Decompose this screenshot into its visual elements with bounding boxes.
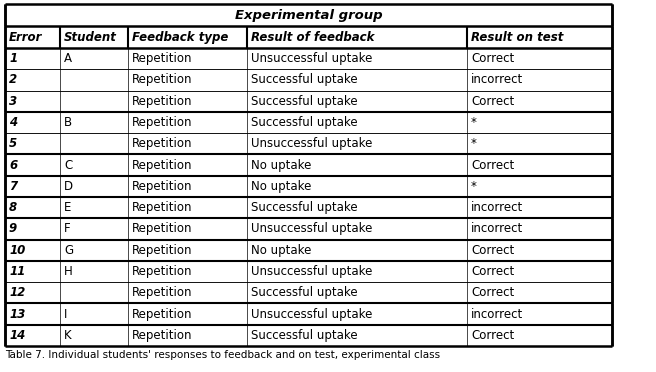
Text: Repetition: Repetition: [132, 286, 192, 299]
Text: 4: 4: [9, 116, 17, 129]
Text: Unsuccessful uptake: Unsuccessful uptake: [251, 222, 373, 235]
Text: Unsuccessful uptake: Unsuccessful uptake: [251, 308, 373, 321]
Text: Table 7. Individual students' responses to feedback and on test, experimental cl: Table 7. Individual students' responses …: [5, 350, 440, 360]
Text: 10: 10: [9, 244, 25, 257]
Text: Correct: Correct: [471, 244, 514, 257]
Text: K: K: [64, 329, 72, 342]
Text: B: B: [64, 116, 72, 129]
Text: Repetition: Repetition: [132, 73, 192, 86]
Text: D: D: [64, 180, 73, 193]
Text: Successful uptake: Successful uptake: [251, 201, 358, 214]
Text: H: H: [64, 265, 73, 278]
Text: Repetition: Repetition: [132, 137, 192, 150]
Text: 6: 6: [9, 158, 17, 171]
Text: E: E: [64, 201, 72, 214]
Text: *: *: [471, 180, 477, 193]
Text: Repetition: Repetition: [132, 116, 192, 129]
Text: No uptake: No uptake: [251, 180, 312, 193]
Text: Error: Error: [9, 31, 43, 44]
Text: 14: 14: [9, 329, 25, 342]
Text: Repetition: Repetition: [132, 222, 192, 235]
Text: Repetition: Repetition: [132, 52, 192, 65]
Text: 1: 1: [9, 52, 17, 65]
Text: incorrect: incorrect: [471, 201, 523, 214]
Text: Successful uptake: Successful uptake: [251, 116, 358, 129]
Text: incorrect: incorrect: [471, 308, 523, 321]
Text: Result of feedback: Result of feedback: [251, 31, 375, 44]
Text: 5: 5: [9, 137, 17, 150]
Text: Repetition: Repetition: [132, 265, 192, 278]
Text: *: *: [471, 137, 477, 150]
Text: 2: 2: [9, 73, 17, 86]
Text: No uptake: No uptake: [251, 244, 312, 257]
Text: Unsuccessful uptake: Unsuccessful uptake: [251, 265, 373, 278]
Text: Feedback type: Feedback type: [132, 31, 228, 44]
Text: Correct: Correct: [471, 286, 514, 299]
Text: 9: 9: [9, 222, 17, 235]
Text: 3: 3: [9, 95, 17, 108]
Text: Correct: Correct: [471, 329, 514, 342]
Text: Repetition: Repetition: [132, 158, 192, 171]
Text: A: A: [64, 52, 72, 65]
Text: Correct: Correct: [471, 52, 514, 65]
Text: Successful uptake: Successful uptake: [251, 95, 358, 108]
Text: Repetition: Repetition: [132, 329, 192, 342]
Text: Result on test: Result on test: [471, 31, 564, 44]
Text: Successful uptake: Successful uptake: [251, 286, 358, 299]
Text: I: I: [64, 308, 68, 321]
Text: 13: 13: [9, 308, 25, 321]
Text: Unsuccessful uptake: Unsuccessful uptake: [251, 52, 373, 65]
Text: incorrect: incorrect: [471, 222, 523, 235]
Text: 8: 8: [9, 201, 17, 214]
Text: F: F: [64, 222, 71, 235]
Text: Repetition: Repetition: [132, 201, 192, 214]
Text: Student: Student: [64, 31, 117, 44]
Text: incorrect: incorrect: [471, 73, 523, 86]
Text: Repetition: Repetition: [132, 180, 192, 193]
Text: Correct: Correct: [471, 265, 514, 278]
Text: 12: 12: [9, 286, 25, 299]
Text: Correct: Correct: [471, 158, 514, 171]
Text: G: G: [64, 244, 73, 257]
Text: No uptake: No uptake: [251, 158, 312, 171]
Text: Repetition: Repetition: [132, 244, 192, 257]
Text: C: C: [64, 158, 72, 171]
Text: Repetition: Repetition: [132, 308, 192, 321]
Text: 7: 7: [9, 180, 17, 193]
Text: Correct: Correct: [471, 95, 514, 108]
Text: 11: 11: [9, 265, 25, 278]
Text: Successful uptake: Successful uptake: [251, 329, 358, 342]
Text: Unsuccessful uptake: Unsuccessful uptake: [251, 137, 373, 150]
Text: Repetition: Repetition: [132, 95, 192, 108]
Text: *: *: [471, 116, 477, 129]
Text: Successful uptake: Successful uptake: [251, 73, 358, 86]
Text: Experimental group: Experimental group: [235, 9, 382, 22]
